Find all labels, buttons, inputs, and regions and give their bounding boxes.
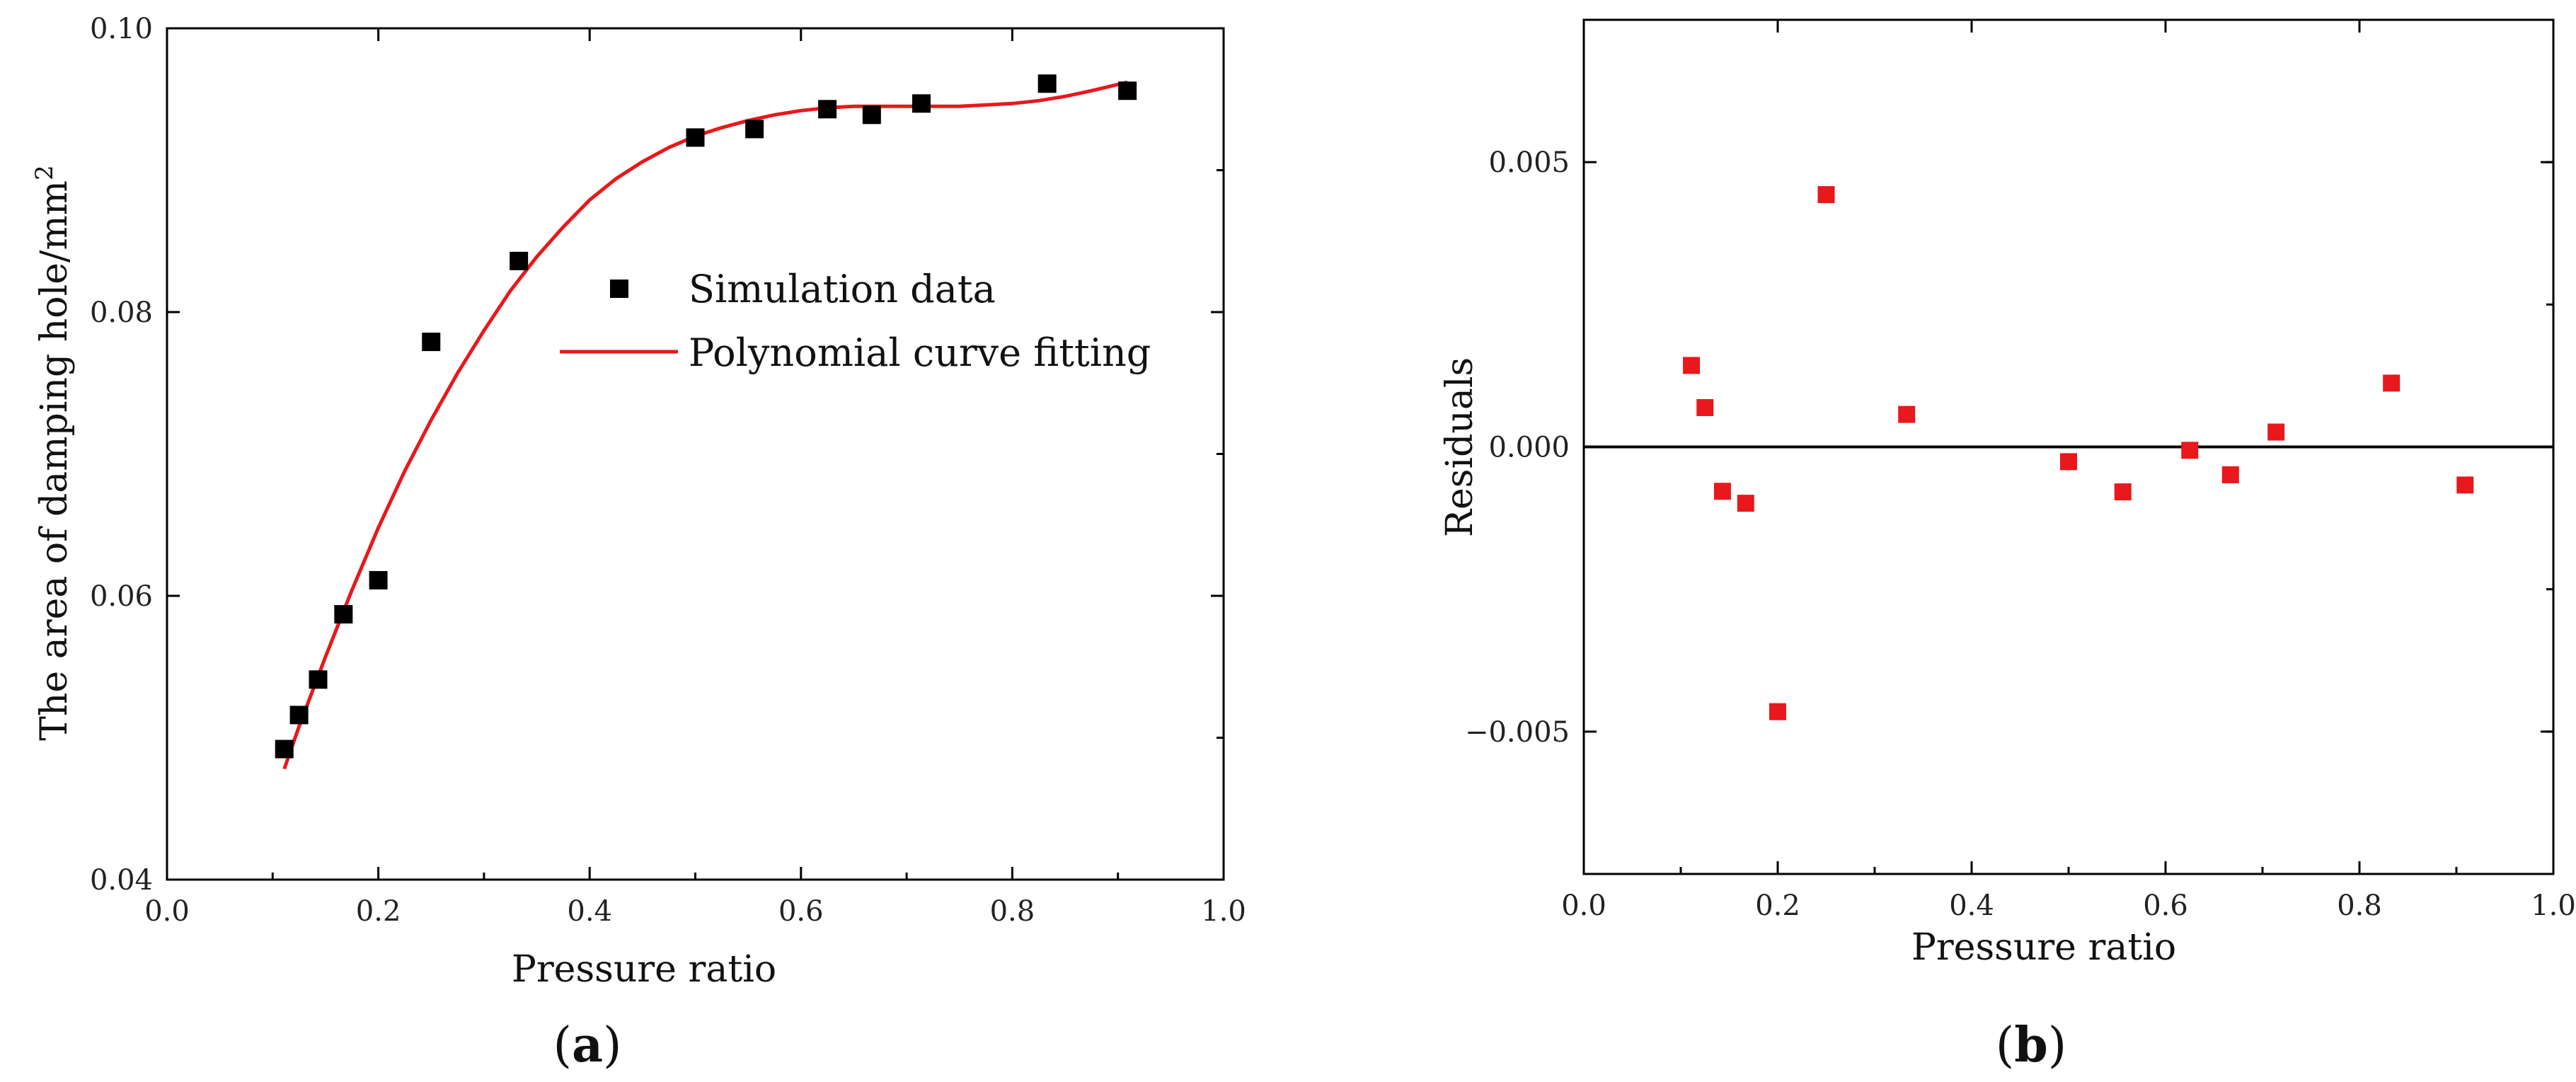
data-point <box>422 333 441 352</box>
x-tick-label: 0.4 <box>567 895 612 928</box>
data-point <box>1769 703 1786 720</box>
panel-a-y-axis-label-text: The area of damping hole/mm <box>33 180 76 741</box>
panel-b-x-ticks: 0.0 0.2 0.4 0.6 0.8 1.0 <box>1561 20 2576 922</box>
x-tick-label: 0.6 <box>2143 890 2188 922</box>
data-point <box>862 105 881 125</box>
x-tick-label: 0.4 <box>1949 890 1994 922</box>
fit-curve-line <box>282 80 1128 770</box>
y-tick-label: 0.04 <box>90 864 153 897</box>
data-point <box>334 605 353 624</box>
data-point <box>1037 74 1057 93</box>
data-point <box>510 251 529 270</box>
y-tick-label: −0.005 <box>1465 716 1570 749</box>
y-tick-label: 0.10 <box>90 13 153 45</box>
data-point <box>1118 81 1137 100</box>
panel-a-label-letter: a <box>572 1017 603 1074</box>
y-tick-label: 0.000 <box>1488 432 1570 464</box>
panel-a-y-axis-label-superscript: 2 <box>30 165 59 180</box>
data-point <box>1696 398 1714 416</box>
x-tick-label: 0.6 <box>778 895 824 928</box>
panel-b-label: (b) <box>1996 1017 2067 1074</box>
data-point <box>289 706 309 725</box>
x-tick-label: 0.8 <box>990 895 1035 928</box>
panel-b-chart: 0.0 0.2 0.4 0.6 0.8 1.0 −0.005 0.000 0.005 Pres… <box>1439 18 2576 1074</box>
data-point <box>275 739 294 759</box>
panel-a-fit-curve-group <box>282 80 1128 770</box>
panel-b-data-points <box>1683 186 2474 720</box>
data-point <box>1683 357 1701 374</box>
y-tick-label: 0.08 <box>90 297 153 329</box>
panel-a-chart: 0.0 0.2 0.4 0.6 0.8 1.0 0.04 0.06 0.08 0.10 Simu… <box>30 13 1246 1074</box>
panel-a-label: (a) <box>553 1017 621 1074</box>
panel-a-data-points <box>275 74 1137 759</box>
data-point <box>2267 423 2285 441</box>
data-point <box>2181 442 2199 459</box>
panel-a-y-ticks: 0.04 0.06 0.08 0.10 <box>90 13 1224 897</box>
y-tick-label: 0.06 <box>90 580 153 613</box>
panel-b-x-axis-label: Pressure ratio <box>1911 926 2176 969</box>
panel-a-plot-frame <box>166 27 1225 881</box>
x-tick-label: 0.2 <box>1755 890 1800 922</box>
y-tick-label: 0.005 <box>1488 146 1570 179</box>
x-tick-label: 1.0 <box>2531 890 2576 922</box>
legend-marker-simulation <box>610 280 628 298</box>
data-point <box>2114 483 2132 501</box>
x-tick-label: 1.0 <box>1201 895 1246 928</box>
x-tick-label: 0.8 <box>2337 890 2382 922</box>
data-point <box>1817 186 1835 204</box>
data-point <box>912 94 931 113</box>
data-point <box>369 570 388 589</box>
data-point <box>1737 495 1754 512</box>
data-point <box>1713 483 1731 500</box>
panel-a-legend: Simulation data Polynomial curve fitting <box>560 267 1151 375</box>
data-point <box>2060 453 2077 471</box>
data-point <box>2221 466 2239 483</box>
x-tick-label: 0.2 <box>356 895 401 928</box>
data-point <box>745 120 764 139</box>
panel-a-x-ticks: 0.0 0.2 0.4 0.6 0.8 1.0 <box>144 28 1246 928</box>
legend-label-simulation: Simulation data <box>689 267 996 311</box>
legend-label-fit: Polynomial curve fitting <box>689 330 1151 375</box>
x-tick-label: 0.0 <box>1561 890 1606 922</box>
data-point <box>686 128 705 147</box>
panel-b-y-ticks: −0.005 0.000 0.005 <box>1465 18 2553 875</box>
data-point <box>2383 374 2400 392</box>
data-point <box>309 670 328 689</box>
data-point <box>2456 476 2474 494</box>
panel-b-label-letter: b <box>2014 1017 2048 1074</box>
data-point <box>1898 405 1916 423</box>
panel-a-y-axis-label: The area of damping hole/mm2 <box>30 165 76 741</box>
x-tick-label: 0.0 <box>144 895 190 928</box>
panel-b-y-axis-label: Residuals <box>1439 357 1481 537</box>
data-point <box>818 100 837 119</box>
panel-a-x-axis-label: Pressure ratio <box>512 948 776 991</box>
